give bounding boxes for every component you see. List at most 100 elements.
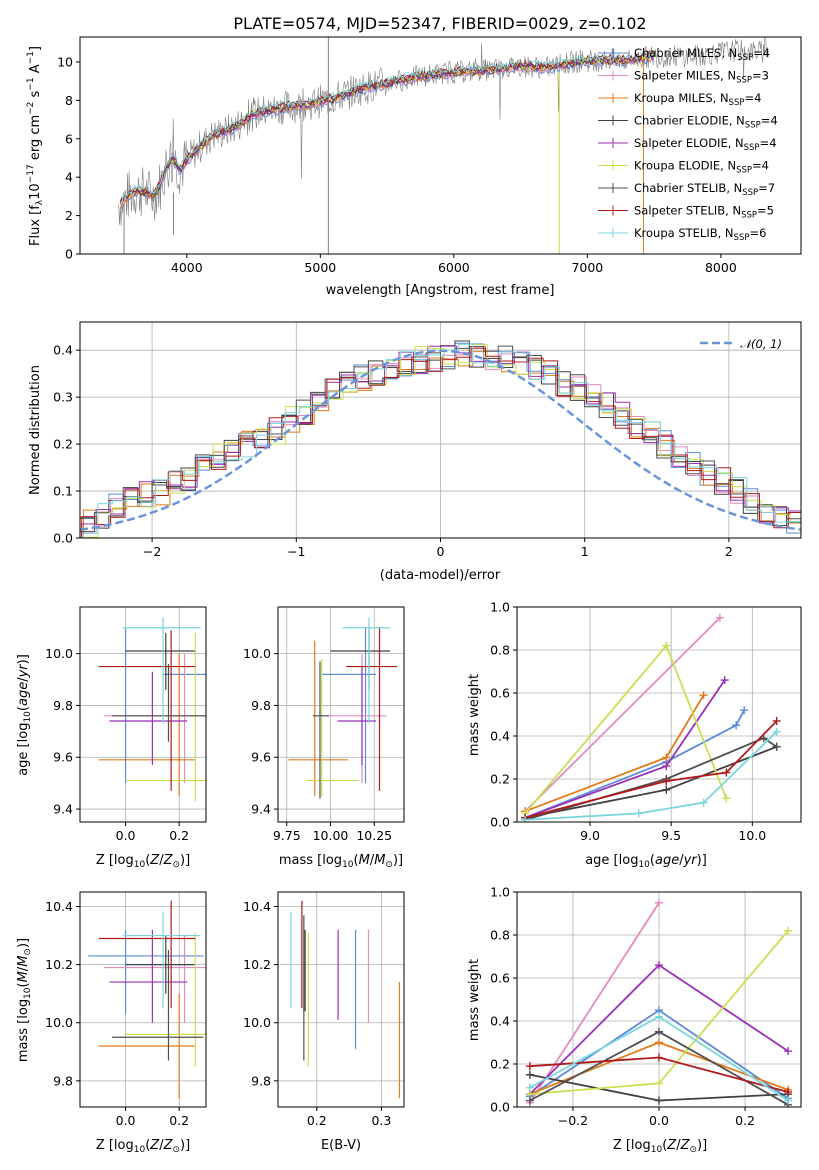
spectrum-ylabel: Flux [fλ10−17 erg cm−2 s−1 A−1]	[26, 46, 45, 246]
legend-entry-kroupa_miles: Kroupa MILES, NSSP=4	[634, 91, 761, 108]
mass-weight-point-salpeter_stelib	[655, 1053, 663, 1062]
histogram-step-chabrier_stelib	[80, 345, 801, 538]
mass-weight-point-salpeter_elodie	[662, 762, 671, 771]
mass-weight-point-chabrier_elodie	[525, 1070, 534, 1079]
y-tick-label: 0.3	[53, 390, 73, 405]
mass-weight-point-chabrier_stelib	[772, 742, 781, 751]
model-spectrum-salpeter_stelib	[119, 50, 654, 202]
mass-weight-point-kroupa_stelib	[784, 1096, 793, 1105]
mass-weight-point-salpeter_stelib	[662, 777, 671, 786]
spectrum-xlabel: wavelength [Angstrom, rest frame]	[326, 283, 555, 298]
mass-weight-point-kroupa_stelib	[655, 1012, 663, 1021]
legend-entry-salpeter_elodie: Salpeter ELODIE, NSSP=4	[634, 136, 777, 153]
histogram-step-kroupa_stelib	[82, 343, 801, 538]
y-tick-label: 0.6	[490, 971, 510, 986]
age-vs-z-plot-area	[98, 617, 206, 802]
spectrum-plot-area	[118, 37, 768, 254]
model-spectrum-kroupa_elodie	[120, 52, 654, 202]
y-tick-label: 0.2	[53, 437, 73, 452]
y-tick-label: 0.2	[490, 1057, 510, 1072]
mass-vs-z-plot-area	[88, 900, 206, 1099]
mass-vs-z-panel: 0.0 0.2 9.8 10.0 10.2 10.4	[45, 891, 207, 1128]
y-tick-label: 9.6	[53, 750, 73, 765]
ebv-xlabel: E(B-V)	[321, 1138, 361, 1153]
mass-weight-point-kroupa_miles	[699, 691, 708, 700]
mass-weight-ylabel-top: mass weight	[467, 674, 482, 756]
mass-weight-point-salpeter_stelib	[784, 1087, 793, 1096]
legend-entry-chabrier_miles: Chabrier MILES, NSSP=4	[634, 46, 770, 63]
y-tick-label: 0.4	[490, 729, 510, 744]
mass-weight-point-chabrier_miles	[732, 721, 741, 730]
x-tick-label: −0.2	[558, 1113, 588, 1128]
model-spectrum-kroupa_stelib	[119, 50, 655, 204]
y-tick-label: 9.8	[251, 698, 271, 713]
age-vs-mass-plot-area	[288, 617, 397, 799]
y-tick-label: 0	[65, 247, 73, 262]
y-tick-label: 10.0	[243, 646, 271, 661]
y-tick-label: 0.0	[490, 815, 510, 830]
y-tick-label: 9.6	[251, 750, 271, 765]
x-tick-label: 6000	[438, 260, 470, 275]
y-tick-label: 1.0	[490, 600, 510, 615]
model-spectrum-chabrier_elodie	[119, 54, 654, 203]
age-vs-mass-xlabel: mass [log10(M/M⊙)]	[279, 853, 403, 870]
histogram-step-kroupa_elodie	[82, 344, 801, 538]
mass-weight-point-salpeter_stelib	[722, 768, 731, 777]
spectrum-panel: 4000 5000 6000 7000 8000 0 2 4 6 8 10 Chabrier MILE…	[57, 36, 802, 275]
mass-weight-vs-age-panel: 9.0 9.5 10.0 0.0 0.2 0.4 0.6 0.8 1.0	[490, 600, 802, 843]
y-tick-label: 2	[65, 208, 73, 223]
y-tick-label: 6	[65, 131, 73, 146]
mass-weight-point-kroupa_stelib	[521, 815, 530, 822]
legend-entry-kroupa_elodie: Kroupa ELODIE, NSSP=4	[634, 159, 769, 176]
histogram-plot-area	[80, 340, 801, 538]
mass-weight-line-kroupa_stelib	[525, 731, 778, 821]
y-tick-label: 10	[57, 54, 73, 69]
histogram-xlabel: (data-model)/error	[380, 568, 501, 583]
mass-weight-point-salpeter_miles	[715, 613, 724, 622]
y-tick-label: 10.0	[45, 1015, 73, 1030]
residual-histogram-panel: −2 −1 0 1 2 0.0 0.1 0.2 0.3 0.4 𝒩(0, 1)	[53, 321, 802, 559]
mass-weight-point-salpeter_stelib	[525, 1062, 534, 1071]
mass-weight-point-chabrier_elodie	[655, 1096, 663, 1105]
mass-weight-point-chabrier_elodie	[662, 785, 671, 794]
mass-weight-point-salpeter_elodie	[655, 961, 663, 970]
mass-weight-point-kroupa_elodie	[662, 641, 671, 650]
age-ylabel: age [log10(age/yr)]	[16, 654, 33, 776]
y-tick-label: 0.0	[53, 531, 73, 546]
x-tick-label: 9.75	[273, 828, 301, 843]
mass-weight-line-salpeter_elodie	[524, 679, 726, 819]
histogram-step-salpeter_stelib	[81, 347, 801, 538]
mass-weight-point-kroupa_miles	[662, 753, 671, 762]
y-tick-label: 0.0	[490, 1100, 510, 1115]
x-tick-label: 0.2	[169, 1113, 189, 1128]
x-tick-label: 1	[581, 544, 589, 559]
y-tick-label: 10.0	[243, 1015, 271, 1030]
x-tick-label: 0.2	[307, 1113, 327, 1128]
x-tick-label: 0.2	[169, 828, 189, 843]
mass-weight-point-kroupa_stelib	[634, 809, 643, 818]
mass-vs-z-frame	[79, 891, 207, 1108]
y-tick-label: 10.0	[45, 646, 73, 661]
age-vs-z-frame	[79, 606, 207, 823]
y-tick-label: 1.0	[490, 885, 510, 900]
y-tick-label: 9.8	[251, 1073, 271, 1088]
mass-weight-point-kroupa_stelib	[699, 798, 708, 807]
age-vs-mass-frame	[277, 606, 405, 823]
observed-spectrum-line	[118, 37, 768, 226]
age-vs-z-panel: 0.0 0.2 9.4 9.6 9.8 10.0	[45, 606, 207, 843]
model-spectrum-chabrier_stelib	[119, 52, 654, 204]
x-tick-label: 0.0	[116, 828, 136, 843]
x-tick-label: −2	[143, 544, 161, 559]
x-tick-label: −1	[287, 544, 305, 559]
mass-weight-point-kroupa_elodie	[784, 926, 793, 935]
mass-ylabel: mass [log10(M/M⊙)]	[16, 938, 33, 1062]
x-tick-label: 8000	[705, 260, 737, 275]
histogram-step-salpeter_elodie	[81, 345, 801, 538]
histogram-frame	[79, 321, 802, 539]
x-tick-label: 9.0	[580, 828, 600, 843]
y-tick-label: 0.4	[53, 343, 73, 358]
y-tick-label: 0.8	[490, 643, 510, 658]
mass-weight-vs-age-frame	[516, 606, 802, 823]
mass-weight-point-chabrier_stelib	[525, 1096, 534, 1105]
x-tick-label: 0.2	[735, 1113, 755, 1128]
